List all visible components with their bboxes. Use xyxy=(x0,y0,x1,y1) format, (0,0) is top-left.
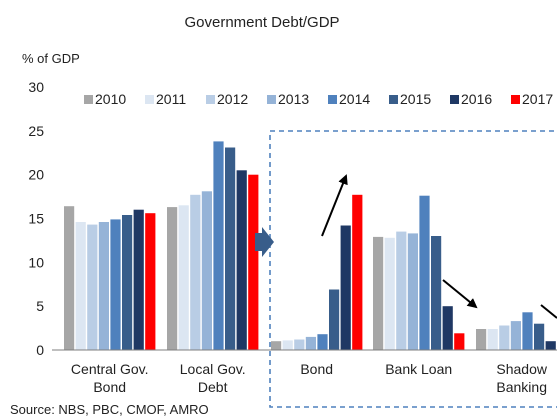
down-arrow-icon xyxy=(442,279,478,309)
y-tick-label: 30 xyxy=(28,79,44,95)
legend-swatch-2015 xyxy=(389,95,398,104)
bar-2010 xyxy=(64,206,75,350)
bar-2015 xyxy=(431,236,442,350)
bar-2012 xyxy=(499,325,510,350)
bar-2014 xyxy=(317,334,328,350)
y-tick-label: 25 xyxy=(28,123,44,139)
x-tick-label: Banking xyxy=(496,379,547,395)
legend-swatch-2017 xyxy=(511,95,520,104)
bar-2011 xyxy=(384,237,395,350)
bar-2017 xyxy=(248,174,259,350)
y-tick-label: 0 xyxy=(36,342,44,358)
bar-2014 xyxy=(110,219,121,350)
y-axis-label: % of GDP xyxy=(22,51,80,66)
x-tick-label: Local Gov. xyxy=(180,361,246,377)
bar-2016 xyxy=(236,170,247,350)
bar-2012 xyxy=(294,339,305,350)
bar-2012 xyxy=(190,194,201,350)
bar-2015 xyxy=(122,215,133,350)
source-note: Source: NBS, PBC, CMOF, AMRO xyxy=(10,402,209,417)
bar-2014 xyxy=(419,195,430,350)
x-axis-labels: Central Gov. Bond Local Gov. Debt Bond Bank L… xyxy=(71,361,548,395)
up-arrow-icon xyxy=(321,174,348,237)
legend-swatch-2016 xyxy=(450,95,459,104)
bar-2011 xyxy=(487,329,498,350)
legend-swatch-2013 xyxy=(267,95,276,104)
bar-2015 xyxy=(329,289,340,350)
bar-2017 xyxy=(352,194,363,350)
chart-title: Government Debt/GDP xyxy=(184,14,339,31)
y-tick-label: 20 xyxy=(28,167,44,183)
x-tick-label: Bond xyxy=(93,379,126,395)
x-tick-label: Bond xyxy=(300,361,333,377)
legend-label: 2010 xyxy=(95,91,126,107)
bar-2017 xyxy=(454,333,465,350)
legend-swatch-2010 xyxy=(84,95,93,104)
bar-2013 xyxy=(98,222,109,350)
y-tick-label: 10 xyxy=(28,254,44,270)
legend-label: 2013 xyxy=(278,91,309,107)
bar-2010 xyxy=(271,341,282,350)
bar-2014 xyxy=(213,141,224,350)
x-tick-label: Central Gov. xyxy=(71,361,149,377)
bar-2016 xyxy=(340,225,351,350)
bar-2016 xyxy=(133,209,144,350)
bar-2011 xyxy=(282,340,293,350)
bar-2010 xyxy=(476,329,487,350)
legend-label: 2012 xyxy=(217,91,248,107)
legend-swatch-2012 xyxy=(206,95,215,104)
down-arrow-icon-2 xyxy=(540,304,557,319)
y-tick-label: 5 xyxy=(36,298,44,314)
legend-label: 2015 xyxy=(400,91,431,107)
bar-2012 xyxy=(87,224,98,350)
bar-2013 xyxy=(407,233,418,350)
bar-2015 xyxy=(534,323,545,350)
bar-2016 xyxy=(442,306,453,350)
legend-label: 2017 xyxy=(522,91,553,107)
bar-2014 xyxy=(522,312,533,350)
x-tick-label: Debt xyxy=(198,379,228,395)
x-tick-label: Bank Loan xyxy=(385,361,452,377)
bar-2012 xyxy=(396,231,407,350)
legend-label: 2016 xyxy=(461,91,492,107)
legend-label: 2014 xyxy=(339,91,370,107)
legend-swatch-2014 xyxy=(328,95,337,104)
bar-2011 xyxy=(178,205,189,350)
bar-2015 xyxy=(225,147,236,350)
y-tick-label: 15 xyxy=(28,211,44,227)
x-tick-label: Shadow xyxy=(496,361,547,377)
bar-2011 xyxy=(75,222,86,350)
bar-2013 xyxy=(201,191,212,350)
block-arrow-icon xyxy=(255,227,274,257)
bar-2017 xyxy=(145,213,156,350)
legend-label: 2011 xyxy=(156,91,186,107)
bars xyxy=(64,141,556,350)
legend: 2010 2011 2012 2013 2014 2015 2016 2017 xyxy=(84,91,553,107)
bar-2013 xyxy=(510,321,521,350)
legend-swatch-2011 xyxy=(145,95,154,104)
bar-2013 xyxy=(305,336,316,350)
bar-2010 xyxy=(167,207,178,350)
y-axis-ticks: 0 5 10 15 20 25 30 xyxy=(28,79,44,358)
bar-2016 xyxy=(545,341,556,350)
bar-2010 xyxy=(373,236,384,350)
